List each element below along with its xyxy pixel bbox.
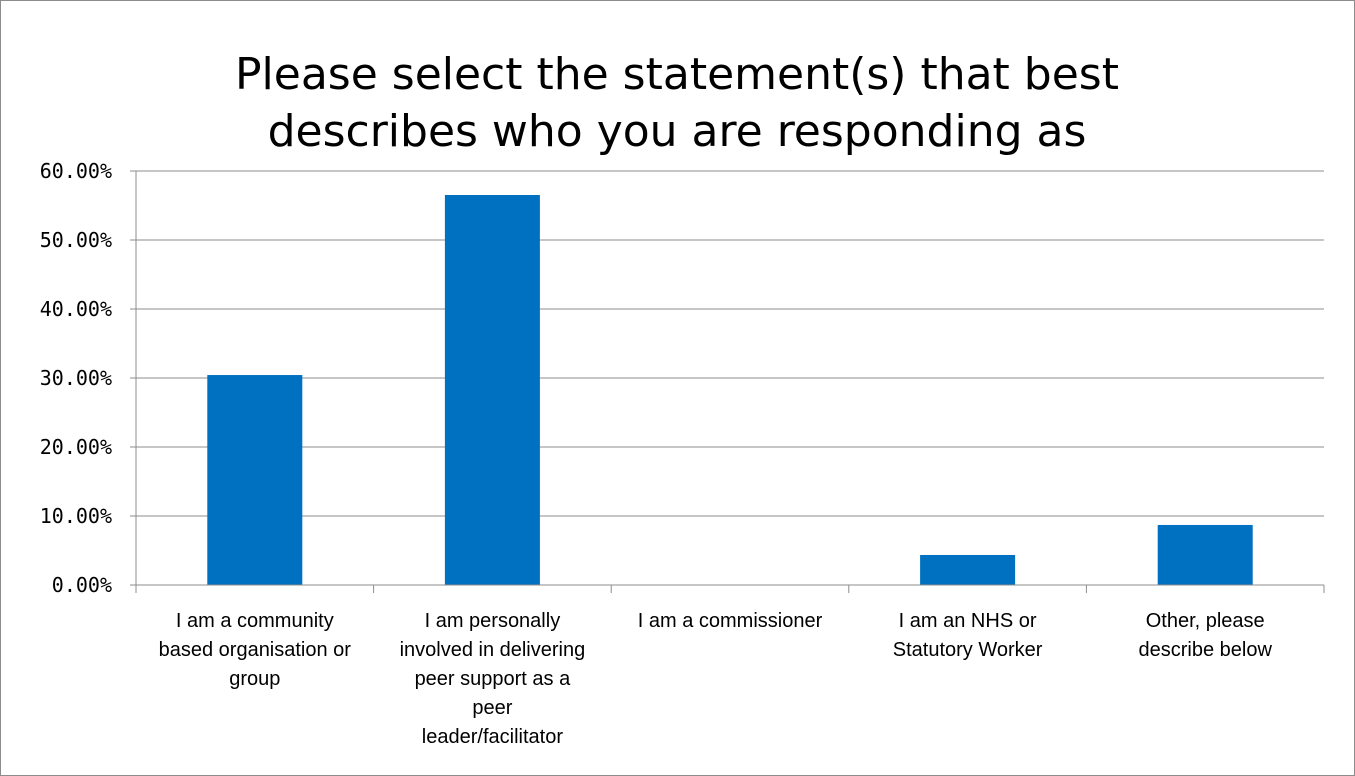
x-tick-label: I am a commissioner xyxy=(638,610,823,632)
x-tick-label-line: I am a community xyxy=(176,610,334,632)
x-tick-label-line: I am personally xyxy=(425,610,561,632)
y-tick-label: 40.00% xyxy=(40,297,112,321)
y-tick-label: 10.00% xyxy=(40,504,112,528)
x-tick-label-line: peer xyxy=(472,697,512,719)
gridlines xyxy=(136,170,1324,517)
chart-title: Please select the statement(s) that best… xyxy=(235,49,1119,157)
x-tick-label-line: I am a commissioner xyxy=(638,610,823,632)
x-tick-label-line: leader/facilitator xyxy=(422,726,564,748)
x-tick-labels: I am a community based organisation or gro… xyxy=(159,610,1273,748)
y-tick-label: 60.00% xyxy=(40,159,112,183)
bar xyxy=(920,554,1016,585)
x-tick-label-line: I am an NHS or xyxy=(899,610,1037,632)
x-tick-label: Other, please describe below xyxy=(1138,610,1272,661)
x-tick-label: I am an NHS or Statutory Worker xyxy=(893,610,1043,661)
y-tick-label: 20.00% xyxy=(40,435,112,459)
x-tick-label-line: based organisation or xyxy=(159,639,352,661)
bars xyxy=(207,195,1253,585)
x-tick-label-line: involved in delivering xyxy=(400,639,586,661)
y-tick-label: 30.00% xyxy=(40,366,112,390)
x-tick-label-line: Statutory Worker xyxy=(893,639,1043,661)
x-tick-label: I am a community based organisation or gro… xyxy=(159,610,352,690)
x-tick-label-line: peer support as a xyxy=(415,668,572,690)
x-tick-label-line: group xyxy=(229,668,280,690)
axes xyxy=(130,170,1325,593)
bar xyxy=(444,195,540,585)
bar xyxy=(207,375,303,585)
y-tick-label: 0.00% xyxy=(52,573,112,597)
x-tick-label-line: Other, please xyxy=(1146,610,1265,632)
y-tick-label: 50.00% xyxy=(40,228,112,252)
y-tick-labels: 0.00% 10.00% 20.00% 30.00% 40.00% 50.00% 60.00… xyxy=(40,159,112,597)
bar xyxy=(1157,524,1253,585)
chart-title-line: Please select the statement(s) that best xyxy=(235,49,1119,100)
chart-title-line: describes who you are responding as xyxy=(268,106,1087,157)
x-tick-label: I am personally involved in delivering pee… xyxy=(400,610,586,748)
x-tick-label-line: describe below xyxy=(1138,639,1272,661)
